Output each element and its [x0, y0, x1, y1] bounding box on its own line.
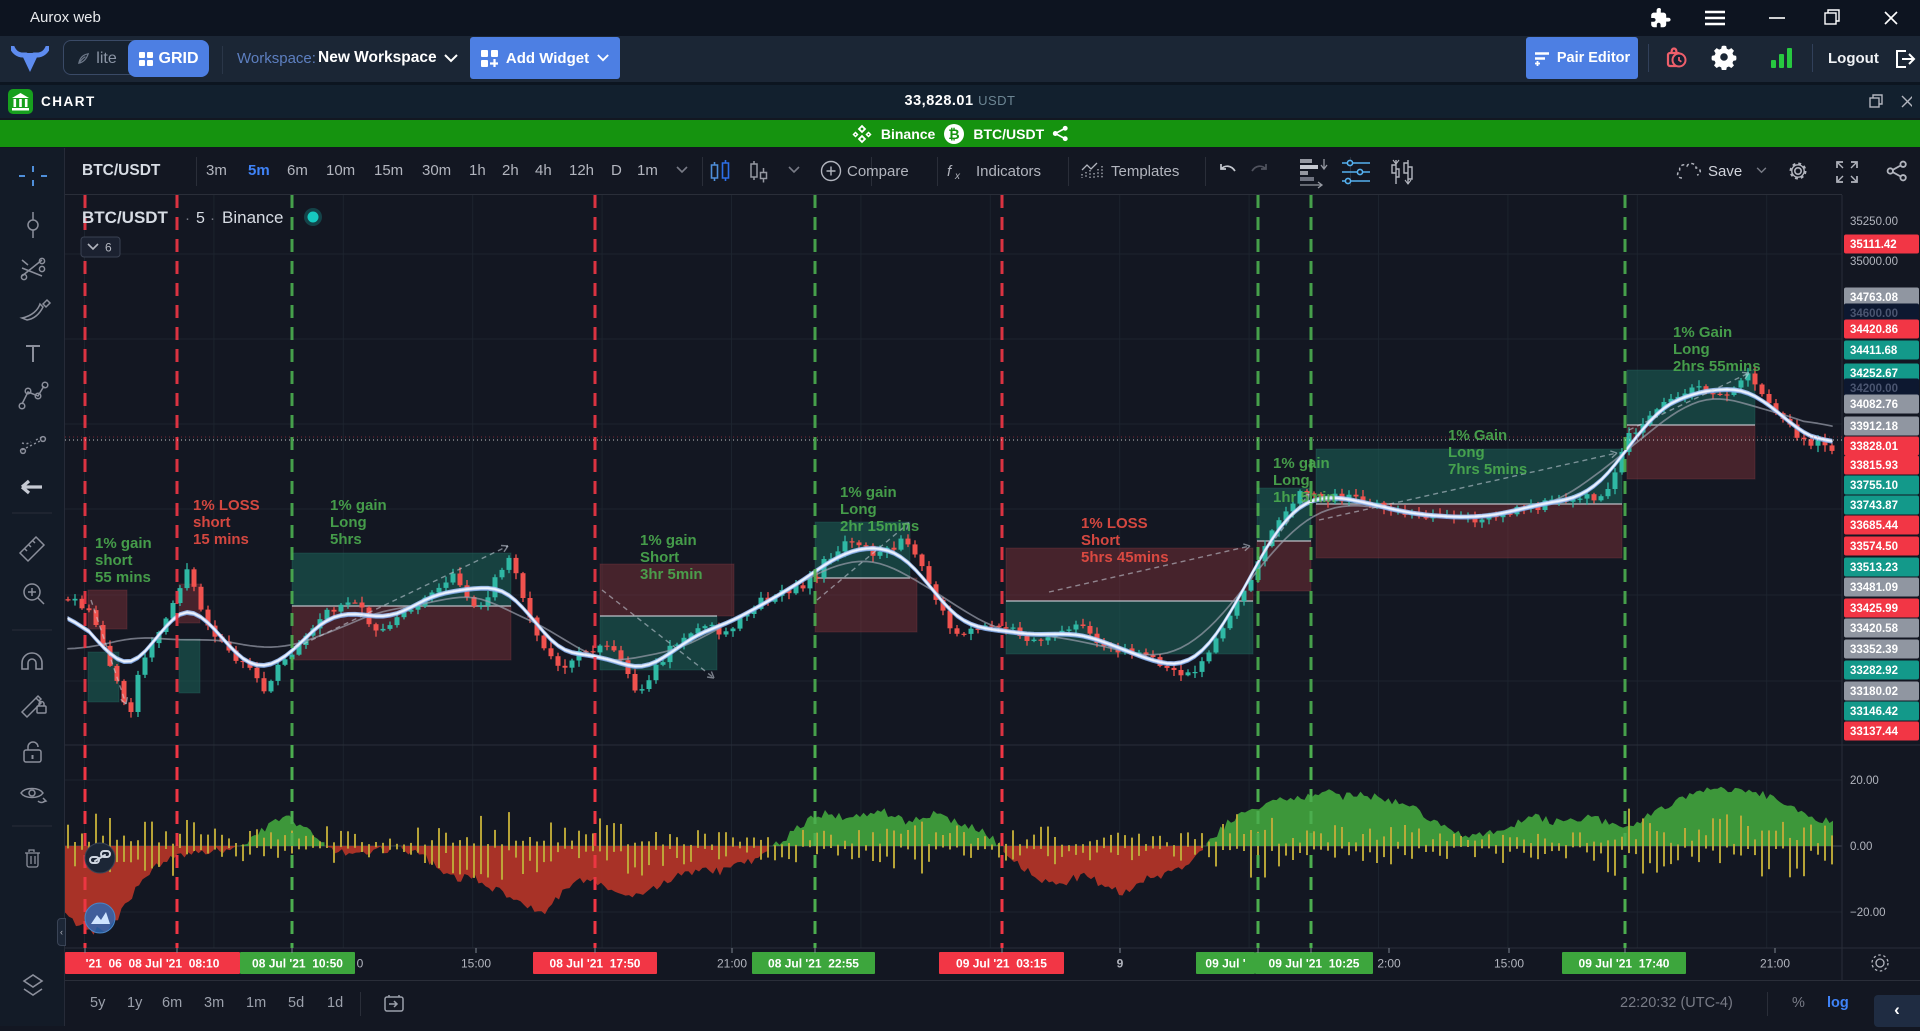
svg-text:33685.44: 33685.44: [1850, 520, 1899, 532]
svg-text:2:00: 2:00: [1377, 957, 1401, 971]
svg-text:6: 6: [105, 241, 112, 255]
svg-text:−20.00: −20.00: [1850, 907, 1886, 919]
svg-text:20.00: 20.00: [1850, 775, 1879, 787]
svg-text:09 Jul '21 03:15: 09 Jul '21 03:15: [956, 957, 1047, 971]
svg-text:33420.58: 33420.58: [1850, 623, 1899, 635]
svg-text:33755.10: 33755.10: [1850, 480, 1898, 492]
svg-text:08 Jul '21 10:50: 08 Jul '21 10:50: [252, 957, 343, 971]
svg-text:35250.00: 35250.00: [1850, 216, 1898, 228]
svg-text:·: ·: [185, 210, 190, 227]
svg-text:34252.67: 34252.67: [1850, 368, 1898, 380]
svg-text:33513.23: 33513.23: [1850, 562, 1898, 574]
svg-text:34200.00: 34200.00: [1850, 383, 1898, 395]
svg-text:33137.44: 33137.44: [1850, 726, 1899, 738]
svg-text:x: x: [954, 171, 961, 181]
svg-text:34082.76: 34082.76: [1850, 399, 1898, 411]
svg-text:f: f: [947, 163, 953, 180]
svg-text:33574.50: 33574.50: [1850, 541, 1898, 553]
svg-text:₿: ₿: [949, 126, 960, 142]
svg-text:33180.02: 33180.02: [1850, 686, 1898, 698]
svg-text:33828.01: 33828.01: [1850, 441, 1899, 453]
svg-text:Binance: Binance: [222, 208, 283, 227]
svg-text:21:00: 21:00: [1760, 957, 1790, 971]
svg-text:33146.42: 33146.42: [1850, 706, 1898, 718]
svg-text:33815.93: 33815.93: [1850, 460, 1898, 472]
svg-text:15:00: 15:00: [461, 957, 491, 971]
svg-text:08 Jul '21 22:55: 08 Jul '21 22:55: [768, 957, 859, 971]
svg-text:34411.68: 34411.68: [1850, 345, 1898, 357]
svg-text:09 Jul '21 17:40: 09 Jul '21 17:40: [1579, 957, 1670, 971]
svg-text:34600.00: 34600.00: [1850, 308, 1898, 320]
svg-text:'21 06 08 Jul '21 08:10: '21 06 08 Jul '21 08:10: [86, 957, 220, 971]
svg-text:35111.42: 35111.42: [1850, 239, 1897, 251]
svg-text:09 Jul ': 09 Jul ': [1205, 957, 1245, 971]
svg-text:15:00: 15:00: [1494, 957, 1524, 971]
svg-text:0: 0: [357, 957, 364, 971]
svg-text:33282.92: 33282.92: [1850, 665, 1898, 677]
svg-text:35000.00: 35000.00: [1850, 256, 1898, 268]
svg-text:34420.86: 34420.86: [1850, 324, 1898, 336]
svg-text:08 Jul '21 17:50: 08 Jul '21 17:50: [550, 957, 641, 971]
svg-text:·: ·: [210, 210, 215, 227]
svg-text:5: 5: [196, 210, 205, 227]
svg-text:33481.09: 33481.09: [1850, 582, 1898, 594]
svg-text:BTC/USDT: BTC/USDT: [82, 208, 169, 227]
svg-text:09 Jul '21 10:25: 09 Jul '21 10:25: [1269, 957, 1360, 971]
svg-text:21:00: 21:00: [717, 957, 747, 971]
svg-text:34763.08: 34763.08: [1850, 292, 1899, 304]
svg-text:9: 9: [1117, 957, 1124, 971]
svg-text:33352.39: 33352.39: [1850, 644, 1898, 656]
svg-text:33912.18: 33912.18: [1850, 421, 1899, 433]
svg-text:0.00: 0.00: [1850, 841, 1872, 853]
svg-text:33425.99: 33425.99: [1850, 603, 1898, 615]
svg-text:33743.87: 33743.87: [1850, 500, 1898, 512]
